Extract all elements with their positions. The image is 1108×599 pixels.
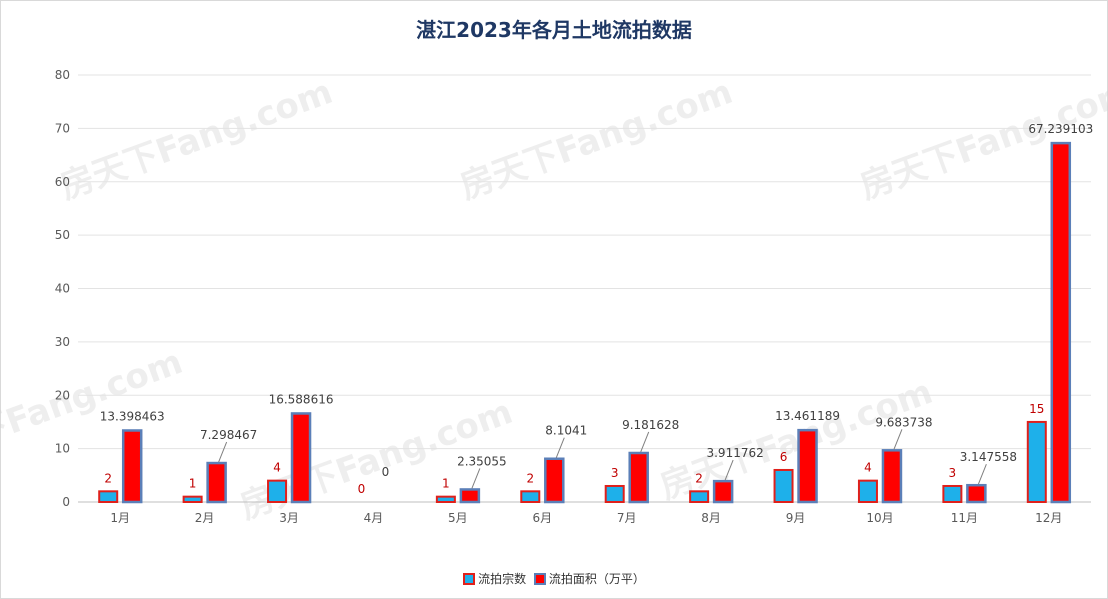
legend-swatch-area: [533, 572, 546, 585]
leader-line: [977, 464, 987, 485]
bar-count: [942, 484, 963, 503]
x-tick-label: 4月: [364, 511, 384, 525]
chart-legend: 流拍宗数 流拍面积（万平）: [0, 570, 1108, 588]
data-label-count: 1: [189, 477, 197, 491]
legend-label-count: 流拍宗数: [478, 572, 527, 586]
data-label-area: 13.461189: [775, 409, 840, 423]
data-label-count: 15: [1029, 402, 1044, 416]
y-tick-label: 80: [55, 68, 70, 82]
legend-item-count: 流拍宗数: [463, 570, 526, 587]
legend-label-area: 流拍面积（万平）: [548, 572, 645, 586]
y-tick-label: 50: [55, 228, 70, 242]
bar-count: [520, 490, 541, 504]
leader-line: [640, 431, 650, 453]
bar-area: [628, 451, 649, 504]
x-tick-label: 5月: [448, 511, 468, 525]
bar-area: [881, 449, 903, 504]
bar-area: [712, 479, 734, 504]
data-label-count: 2: [526, 471, 534, 485]
x-tick-label: 8月: [701, 511, 721, 525]
data-label-area: 9.181628: [622, 418, 679, 432]
bar-area: [544, 457, 565, 504]
bar-count: [435, 495, 456, 504]
bar-area: [1050, 141, 1072, 504]
chart-title: 湛江2023年各月土地流拍数据: [416, 18, 692, 42]
y-tick-label: 10: [55, 442, 70, 456]
data-label-count: 2: [104, 471, 112, 485]
data-label-area: 9.683738: [875, 415, 932, 429]
bar-area: [966, 483, 987, 504]
y-tick-label: 20: [55, 388, 70, 402]
data-label-count: 2: [695, 471, 703, 485]
data-label-area: 67.239103: [1028, 122, 1093, 136]
x-tick-label: 3月: [279, 511, 299, 525]
bar-count: [98, 490, 119, 504]
bar-count: [267, 479, 288, 503]
x-tick-label: 2月: [195, 511, 215, 525]
data-label-area: 3.147558: [960, 450, 1017, 464]
bar-area: [459, 488, 481, 504]
data-label-area: 8.1041: [545, 424, 587, 438]
data-label-count: 3: [611, 466, 619, 480]
x-tick-label: 11月: [951, 511, 978, 525]
x-tick-label: 7月: [617, 511, 637, 525]
x-tick-label: 12月: [1035, 511, 1062, 525]
bar-count: [689, 490, 710, 504]
data-label-count: 0: [358, 482, 366, 496]
data-label-area: 3.911762: [706, 446, 763, 460]
watermark-text: 房天下Fang.com: [455, 72, 738, 208]
x-tick-label: 9月: [786, 511, 806, 525]
data-label-count: 4: [273, 461, 281, 475]
bar-area: [290, 412, 312, 504]
watermark-text: 房天下Fang.com: [55, 72, 338, 208]
bar-count: [604, 484, 625, 503]
y-tick-label: 30: [55, 335, 70, 349]
y-tick-label: 70: [55, 121, 70, 135]
data-label-count: 4: [864, 461, 872, 475]
bar-count: [182, 495, 203, 504]
bar-count: [1026, 420, 1047, 503]
x-tick-label: 6月: [532, 511, 552, 525]
bar-area: [121, 429, 143, 504]
bar-area: [206, 461, 227, 504]
leader-line: [724, 459, 734, 481]
x-tick-label: 10月: [866, 511, 893, 525]
leader-line: [471, 468, 481, 489]
legend-swatch-count: [463, 572, 476, 585]
data-label-count: 1: [442, 477, 450, 491]
bar-count: [857, 479, 878, 503]
leader-line: [893, 429, 903, 450]
data-label-area: 16.588616: [269, 392, 334, 406]
data-label-area: 2.35055: [457, 454, 507, 468]
legend-item-area: 流拍面积（万平）: [533, 570, 645, 587]
data-label-count: 6: [780, 450, 788, 464]
bar-area: [797, 428, 818, 504]
y-tick-label: 60: [55, 175, 70, 189]
data-label-area: 7.298467: [200, 428, 257, 442]
leader-line: [218, 441, 228, 463]
data-label-count: 3: [949, 466, 957, 480]
x-tick-label: 1月: [110, 511, 130, 525]
bar-count: [773, 468, 794, 504]
leader-line: [555, 437, 565, 458]
data-label-area: 0: [382, 465, 390, 479]
data-label-area: 13.398463: [100, 409, 165, 423]
y-tick-label: 40: [55, 282, 70, 296]
y-tick-label: 0: [62, 495, 70, 509]
